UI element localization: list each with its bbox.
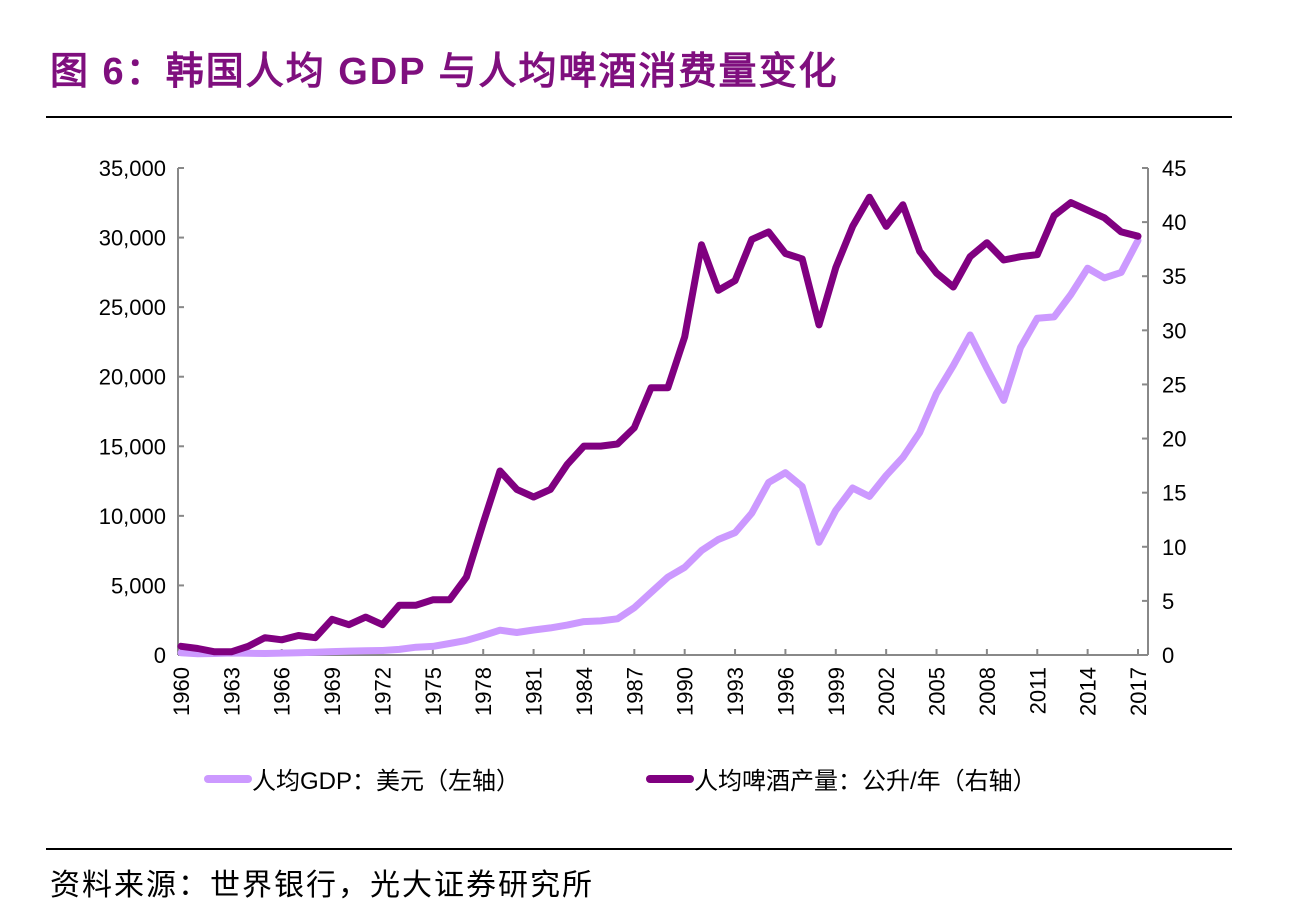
x-tick-label: 1981	[522, 667, 547, 716]
x-tick-label: 1984	[572, 667, 597, 716]
right-y-tick-label: 15	[1162, 481, 1186, 506]
top-divider	[46, 116, 1232, 118]
x-tick-label: 1999	[824, 667, 849, 716]
x-tick-label: 2011	[1025, 667, 1050, 714]
bottom-divider	[46, 848, 1232, 850]
source-note: 资料来源：世界银行，光大证券研究所	[50, 868, 594, 903]
series-lines	[177, 193, 1142, 658]
left-y-tick-label: 25,000	[99, 295, 166, 320]
left-y-tick-label: 5,000	[111, 573, 166, 598]
right-y-tick-label: 10	[1162, 535, 1186, 560]
axes: 0 5,000 10,000 15,000 20,000 25,000 30,000 35,0…	[99, 156, 1187, 716]
x-tick-label: 1987	[622, 667, 647, 716]
x-tick-label: 1990	[673, 667, 698, 716]
x-tick-label: 1972	[370, 667, 395, 716]
legend: 人均GDP：美元（左轴） 人均啤酒产量：公升/年（右轴）	[204, 768, 1037, 795]
left-y-tick-label: 30,000	[99, 226, 166, 251]
x-tick-label: 1978	[471, 667, 496, 716]
x-tick-label: 2005	[925, 667, 950, 716]
gdp-per-capita-line	[177, 236, 1142, 658]
right-y-tick-label: 35	[1162, 264, 1186, 289]
x-tick-label: 1996	[773, 667, 798, 716]
x-tick-label: 2002	[874, 667, 899, 716]
right-y-tick-label: 45	[1162, 156, 1186, 181]
right-y-tick-label: 20	[1162, 427, 1186, 452]
x-tick-label: 1975	[421, 667, 446, 716]
x-tick-label: 2008	[975, 667, 1000, 716]
x-tick-label: 1969	[320, 667, 345, 716]
right-y-tick-label: 0	[1162, 643, 1174, 668]
right-y-tick-label: 5	[1162, 589, 1174, 614]
x-tick-label: 1963	[219, 667, 244, 716]
x-tick-label: 1993	[723, 667, 748, 716]
x-tick-label: 2014	[1076, 667, 1101, 716]
chart-title: 图 6：韩国人均 GDP 与人均啤酒消费量变化	[50, 51, 839, 93]
left-y-tick-label: 20,000	[99, 365, 166, 390]
x-tick-label: 2017	[1126, 667, 1151, 716]
x-tick-label: 1966	[270, 667, 295, 716]
left-y-tick-label: 0	[154, 643, 166, 668]
left-y-tick-label: 15,000	[99, 434, 166, 459]
legend-label-beer: 人均啤酒产量：公升/年（右轴）	[694, 768, 1037, 795]
beer-per-capita-line	[177, 193, 1142, 656]
left-y-tick-label: 10,000	[99, 504, 166, 529]
right-y-tick-label: 25	[1162, 372, 1186, 397]
legend-label-gdp: 人均GDP：美元（左轴）	[252, 768, 520, 795]
right-y-tick-label: 40	[1162, 210, 1186, 235]
left-y-tick-label: 35,000	[99, 156, 166, 181]
right-y-tick-label: 30	[1162, 318, 1186, 343]
x-tick-label: 1960	[169, 667, 194, 716]
